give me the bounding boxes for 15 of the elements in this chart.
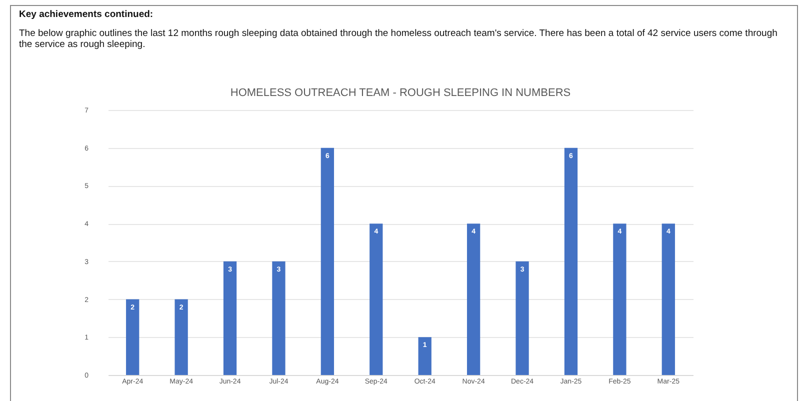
- bar: [174, 299, 188, 375]
- bar: [418, 337, 432, 375]
- bar: [516, 261, 529, 375]
- bar: [320, 148, 334, 375]
- bar: [466, 224, 480, 375]
- bar: [613, 224, 626, 375]
- bar: [126, 299, 140, 375]
- text: Key achievements continued:: [19, 9, 154, 20]
- bar: [662, 224, 675, 375]
- chart-title: HOMELESS OUTREACH TEAM - ROUGH SLEEPING IN NUMBERS: [230, 87, 571, 99]
- bar: [370, 224, 383, 375]
- bar: [272, 261, 286, 375]
- bar: [564, 148, 578, 375]
- text: The below graphic outlines the last 12 months rough sleeping data obtained through the homeless outreach team's service. There has been a total of 42 service users come through the service as rough sleeping.: [19, 28, 778, 50]
- bar: [223, 261, 237, 375]
